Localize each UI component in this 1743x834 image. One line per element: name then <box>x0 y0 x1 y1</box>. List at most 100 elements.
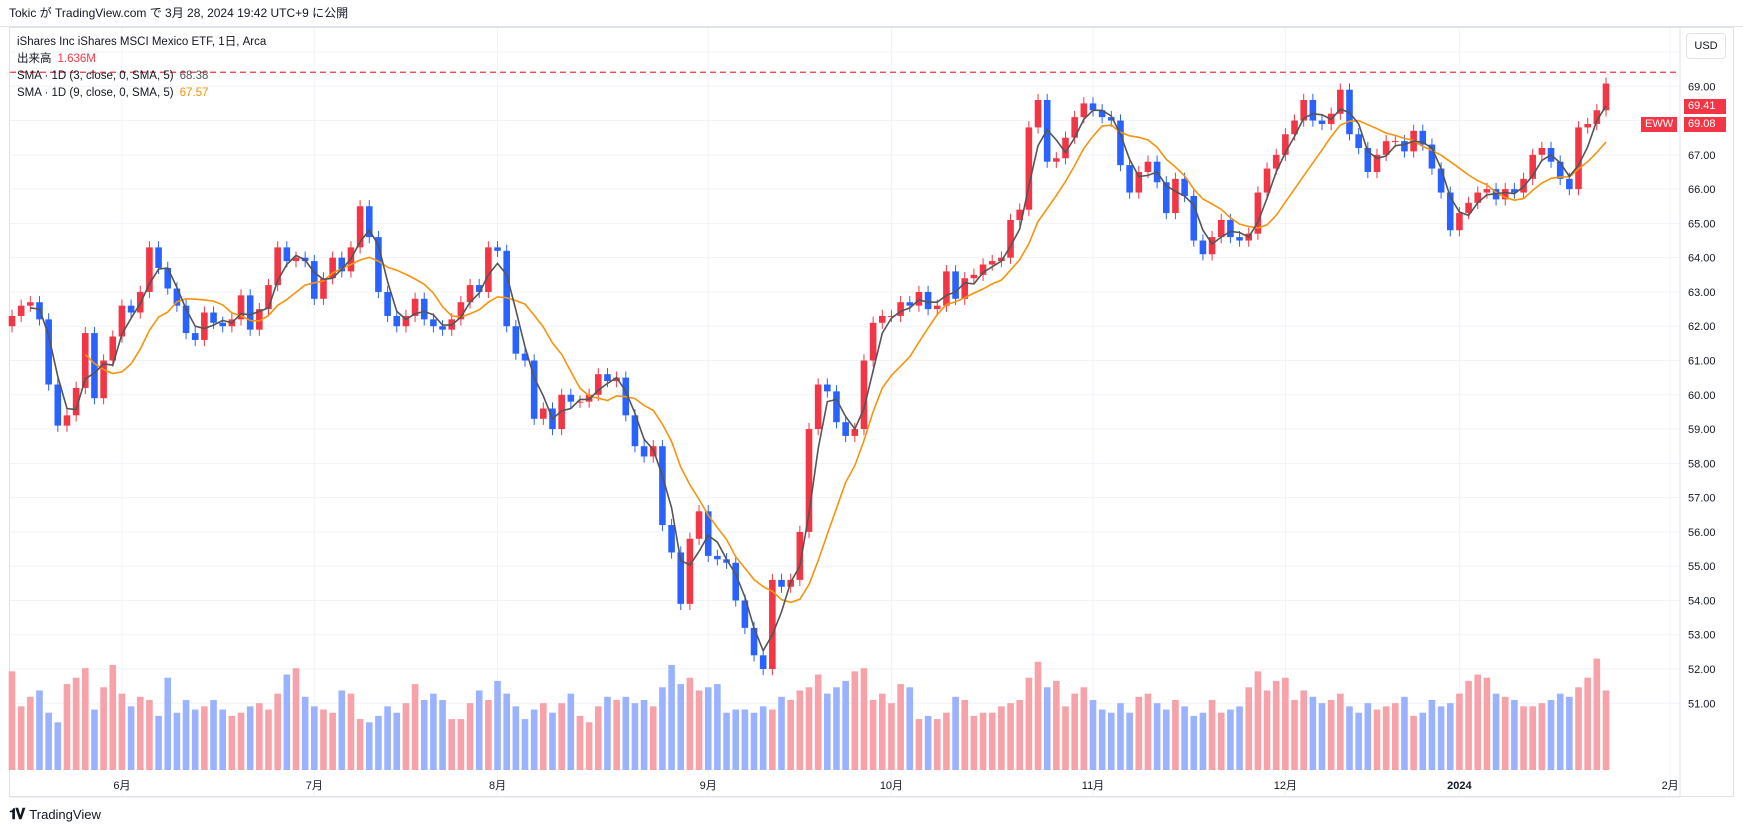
y-tick-label: 57.00 <box>1688 493 1716 505</box>
volume-bar <box>320 709 327 770</box>
footer-brand[interactable]: 𝟏𝐕 TradingView <box>9 806 101 823</box>
candle-body <box>521 353 529 361</box>
volume-bar <box>961 700 969 770</box>
candle-body <box>1392 141 1399 143</box>
sma3-line <box>30 105 1607 653</box>
candle-body <box>979 264 987 275</box>
volume-bar <box>182 700 190 770</box>
volume-bar <box>842 680 849 770</box>
volume-bar <box>851 671 859 770</box>
candle-body <box>466 285 474 303</box>
y-tick-label: 60.00 <box>1688 390 1716 402</box>
volume-bar <box>704 687 712 770</box>
candle-body <box>833 391 840 423</box>
volume-bar <box>1547 700 1555 770</box>
volume-bar <box>1373 709 1381 770</box>
volume-bar <box>659 687 666 770</box>
candle-body <box>686 538 694 604</box>
candle-body <box>769 579 776 670</box>
candle-body <box>274 247 281 286</box>
candle-body <box>1291 120 1298 135</box>
y-tick-label: 69.00 <box>1688 81 1716 93</box>
volume-bar <box>256 703 263 770</box>
candle-body <box>585 394 593 402</box>
candle-body <box>659 446 666 526</box>
volume-bar <box>1456 693 1463 770</box>
volume-bar <box>723 712 730 770</box>
candle-body <box>668 525 675 553</box>
candle-body <box>1181 178 1188 196</box>
volume-bar <box>1446 703 1454 770</box>
volume-bar <box>549 712 556 770</box>
candle-body <box>210 312 217 323</box>
candle-body <box>878 315 886 323</box>
volume-bar <box>1172 700 1179 770</box>
volume-bar <box>219 709 226 770</box>
candle-body <box>613 377 620 382</box>
volume-bar <box>1043 687 1051 770</box>
candle-body <box>1437 168 1445 193</box>
legend-sma9: SMA · 1D (9, close, 0, SMA, 5) 67.57 <box>17 85 266 102</box>
legend-sma3: SMA · 1D (3, close, 0, SMA, 5) 68.38 <box>17 68 266 85</box>
volume-bar <box>787 700 794 770</box>
volume-bar <box>1227 709 1234 770</box>
volume-bar <box>292 668 300 770</box>
volume-bar <box>1217 712 1225 770</box>
volume-bar <box>8 671 16 770</box>
volume-bar <box>521 719 529 770</box>
volume-bar <box>988 712 996 770</box>
volume-bars <box>8 658 1610 770</box>
candle-body <box>604 374 611 382</box>
candle-body <box>27 302 34 306</box>
chart-legend: iShares Inc iShares MSCI Mexico ETF, 1日,… <box>17 34 266 102</box>
volume-bar <box>311 706 318 770</box>
volume-bar <box>1190 715 1198 770</box>
volume-bar <box>558 703 565 770</box>
volume-bar <box>906 687 914 770</box>
volume-bar <box>494 680 501 770</box>
candle-body <box>1364 147 1372 172</box>
volume-bar <box>1501 696 1509 770</box>
candle-body <box>1208 237 1216 255</box>
volume-bar <box>45 712 52 770</box>
volume-bar <box>127 706 135 770</box>
volume-bar <box>1529 706 1537 770</box>
volume-bar <box>824 693 831 770</box>
currency-button[interactable]: USD <box>1686 33 1726 59</box>
sma9-label: SMA · 1D (9, close, 0, SMA, 5) <box>17 87 174 99</box>
volume-bar <box>136 696 144 770</box>
volume-bar <box>146 700 153 770</box>
candle-body <box>1556 161 1564 179</box>
volume-bar <box>1538 703 1546 770</box>
candle-body <box>1337 89 1344 114</box>
volume-bar <box>1098 709 1106 770</box>
candle-body <box>63 415 71 426</box>
candle-body <box>842 422 849 436</box>
volume-bar <box>1584 677 1591 770</box>
volume-bar <box>649 706 657 770</box>
x-tick-label: 12月 <box>1274 780 1297 792</box>
candle-body <box>1236 237 1243 241</box>
volume-bar <box>952 696 959 770</box>
volume-bar <box>1144 693 1152 770</box>
sma9-line <box>84 119 1607 604</box>
y-tick-label: 67.00 <box>1688 150 1716 162</box>
candle-body <box>1071 117 1078 138</box>
candle-body <box>320 278 327 299</box>
candle-body <box>1300 99 1307 121</box>
volume-bar <box>1062 706 1069 770</box>
volume-bar <box>1089 700 1097 770</box>
volume-bar <box>1272 680 1280 770</box>
volume-bar <box>677 684 685 770</box>
volume-bar <box>356 719 364 770</box>
volume-bar <box>769 709 776 770</box>
candle-body <box>311 261 318 299</box>
volume-bar <box>1410 715 1417 770</box>
volume-bar <box>604 696 611 770</box>
candle-body <box>283 247 291 262</box>
volume-bar <box>402 703 410 770</box>
candle-body <box>1382 141 1390 155</box>
candle-body <box>329 257 336 279</box>
volume-bar <box>512 706 520 770</box>
